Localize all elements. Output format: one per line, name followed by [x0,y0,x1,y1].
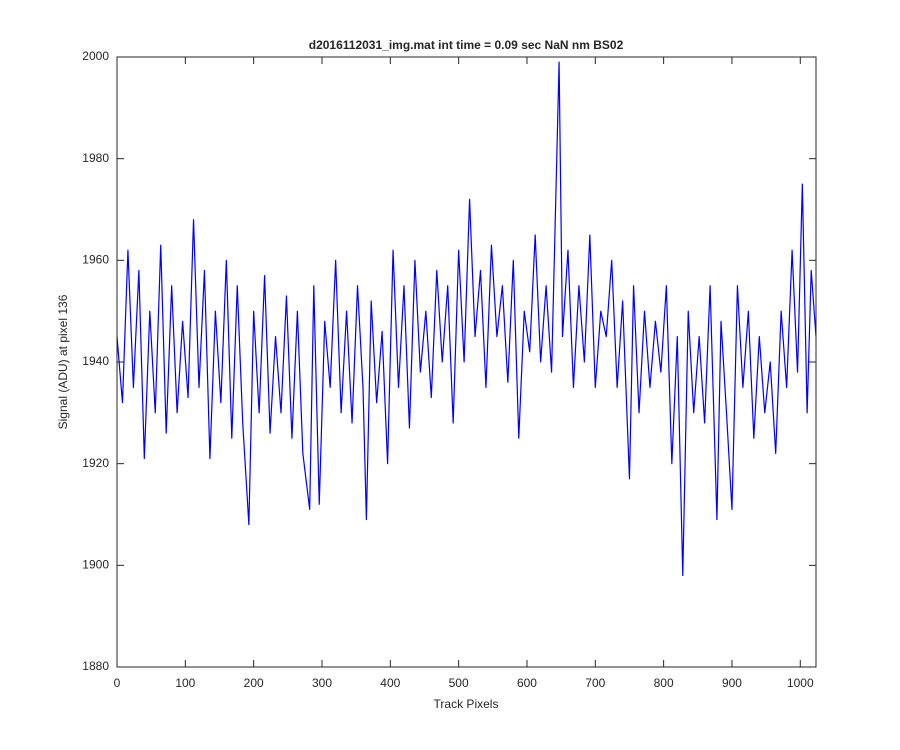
y-axis-label: Signal (ADU) at pixel 136 [56,294,70,429]
axes-box [116,56,817,668]
x-tick-label: 900 [722,676,742,690]
y-tick-label: 1940 [82,354,109,368]
x-axis-label: Track Pixels [434,697,499,711]
x-tick-label: 0 [114,676,121,690]
x-tick-label: 1000 [787,676,814,690]
x-tick-label: 400 [380,676,400,690]
y-tick-label: 2000 [82,49,109,63]
x-tick-label: 100 [175,676,195,690]
x-tick-label: 800 [654,676,674,690]
y-tick-label: 1920 [82,456,109,470]
x-tick-label: 200 [244,676,264,690]
chart-title: d2016112031_img.mat int time = 0.09 sec … [309,38,624,52]
plot-area [117,57,816,667]
y-tick-label: 1900 [82,558,109,572]
x-tick-label: 600 [517,676,537,690]
x-tick-label: 700 [585,676,605,690]
x-tick-label: 300 [312,676,332,690]
y-tick-label: 1880 [82,659,109,673]
data-line [116,61,817,577]
y-tick-label: 1960 [82,253,109,267]
y-tick-label: 1980 [82,151,109,165]
x-tick-label: 500 [449,676,469,690]
